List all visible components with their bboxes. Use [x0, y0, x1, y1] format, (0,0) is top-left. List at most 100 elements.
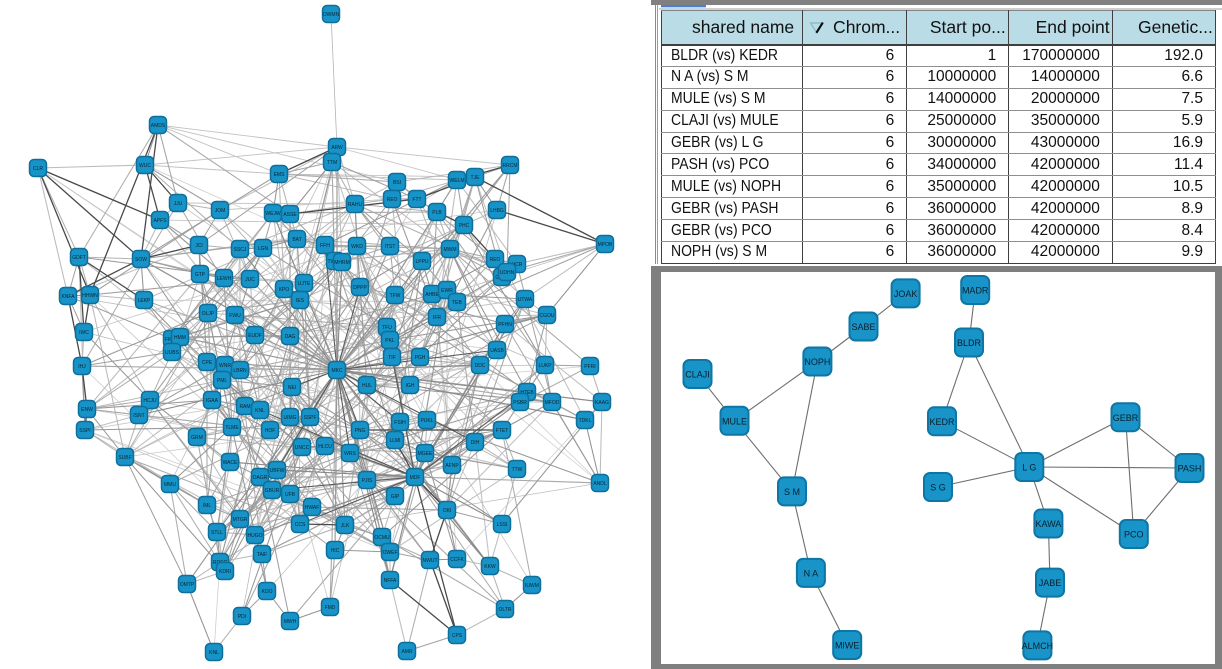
svg-text:PUKL: PUKL [420, 418, 433, 424]
svg-text:ANDL: ANDL [593, 481, 607, 487]
svg-text:GIP: GIP [391, 494, 400, 500]
svg-text:CPE: CPE [202, 360, 213, 366]
svg-text:KNL: KNL [209, 650, 219, 656]
svg-text:NOPH: NOPH [804, 357, 830, 367]
svg-text:UUBS: UUBS [165, 350, 180, 356]
svg-text:JLK: JLK [341, 523, 350, 529]
svg-text:UTWA: UTWA [518, 297, 533, 303]
svg-text:MFOD: MFOD [545, 400, 560, 406]
svg-text:UJTE: UJTE [298, 281, 311, 287]
svg-text:IGH: IGH [406, 383, 415, 389]
svg-text:LSSI: LSSI [497, 522, 508, 528]
svg-text:NEI: NEI [288, 385, 296, 391]
svg-text:GTP: GTP [195, 272, 206, 278]
svg-text:CLR: CLR [33, 166, 43, 172]
svg-text:FTT: FTT [412, 197, 421, 203]
svg-text:OMTP: OMTP [180, 582, 195, 588]
svg-text:FFH: FFH [320, 243, 330, 249]
svg-text:AHBE: AHBE [425, 292, 439, 298]
svg-text:DDC: DDC [475, 363, 486, 369]
svg-text:HCJU: HCJU [143, 398, 157, 404]
svg-text:CLAJI: CLAJI [685, 370, 710, 380]
svg-text:CGOU: CGOU [540, 313, 555, 319]
svg-text:SSCJ: SSCJ [234, 247, 247, 253]
svg-text:JUC: JUC [245, 277, 255, 283]
svg-text:TAIF: TAIF [257, 552, 267, 558]
svg-text:EWR: EWR [441, 288, 453, 294]
svg-text:NWUT: NWUT [423, 558, 438, 564]
svg-text:CCS: CCS [295, 522, 306, 528]
svg-text:EUDF: EUDF [248, 333, 262, 339]
svg-text:TFU: TFU [382, 325, 392, 331]
svg-text:IES: IES [296, 298, 305, 304]
svg-text:WELM: WELM [450, 178, 465, 184]
svg-text:KAAG: KAAG [595, 400, 609, 406]
svg-text:DIH: DIH [471, 440, 480, 446]
svg-text:FMD: FMD [325, 605, 336, 611]
svg-text:REO: REO [490, 257, 501, 263]
svg-text:AFNP: AFNP [445, 463, 459, 469]
svg-text:UASB: UASB [490, 348, 504, 354]
svg-text:KOO: KOO [261, 589, 272, 595]
svg-text:JJU: JJU [174, 201, 183, 207]
svg-text:KNL: KNL [255, 408, 265, 414]
svg-text:HHWN: HHWN [82, 293, 98, 299]
svg-text:KAWA: KAWA [1035, 519, 1061, 529]
svg-text:PML: PML [217, 378, 228, 384]
svg-text:IFR: IFR [433, 315, 441, 321]
svg-text:OAGR: OAGR [253, 475, 268, 481]
svg-text:HUL: HUL [362, 383, 372, 389]
svg-text:PFHN: PFHN [498, 322, 512, 328]
svg-text:GDFT: GDFT [72, 255, 86, 261]
svg-text:IWC: IWC [79, 330, 89, 336]
svg-text:UDHN: UDHN [500, 270, 515, 276]
svg-text:ASSE: ASSE [283, 212, 297, 218]
svg-text:TJE: TJE [471, 175, 481, 181]
svg-text:TIF: TIF [388, 355, 396, 361]
svg-text:FSIH: FSIH [394, 420, 406, 426]
svg-text:REO: REO [387, 197, 398, 203]
svg-text:JCI: JCI [195, 243, 203, 249]
svg-text:AMR: AMR [401, 649, 413, 655]
svg-text:UIMG: UIMG [283, 415, 296, 421]
svg-text:MDF: MDF [410, 475, 421, 481]
svg-text:FWU: FWU [229, 313, 241, 319]
svg-text:UFB: UFB [285, 492, 296, 498]
svg-text:LBRN: LBRN [233, 368, 247, 374]
svg-text:TDKL: TDKL [579, 418, 592, 424]
svg-text:WUC: WUC [139, 163, 151, 169]
svg-text:CPS: CPS [452, 633, 463, 639]
svg-text:HMM: HMM [174, 335, 186, 341]
svg-text:KNFA: KNFA [61, 294, 75, 300]
svg-text:SOW: SOW [135, 257, 147, 263]
svg-text:NFFA: NFFA [384, 578, 397, 584]
svg-text:BSI: BSI [393, 180, 401, 186]
svg-text:DAG: DAG [285, 334, 296, 340]
svg-text:ITST: ITST [385, 244, 396, 250]
svg-text:GRM: GRM [191, 435, 203, 441]
svg-text:UBFW: UBFW [270, 468, 285, 474]
svg-text:PNG: PNG [355, 428, 366, 434]
svg-text:HLCU: HLCU [318, 444, 332, 450]
svg-text:GBUR: GBUR [265, 488, 280, 494]
svg-text:KKW: KKW [484, 564, 496, 570]
svg-text:HUGO: HUGO [248, 533, 263, 539]
svg-text:ARW: ARW [331, 145, 343, 151]
svg-text:IHJ: IHJ [78, 364, 86, 370]
svg-text:TEB: TEB [452, 300, 462, 306]
svg-text:WRS: WRS [344, 451, 356, 457]
svg-text:OWEF: OWEF [383, 550, 398, 556]
svg-text:SSPF: SSPF [303, 415, 316, 421]
svg-text:PHC: PHC [459, 223, 470, 229]
svg-text:UNCC: UNCC [295, 445, 310, 451]
svg-text:ALMCH: ALMCH [1022, 641, 1054, 651]
svg-text:PSBR: PSBR [513, 400, 527, 406]
svg-text:PDI: PDI [238, 614, 246, 620]
svg-text:L G: L G [1022, 463, 1036, 473]
svg-text:PFRI: PFRI [584, 364, 595, 370]
svg-text:BLDR: BLDR [957, 338, 982, 348]
svg-text:PJIS: PJIS [362, 478, 373, 484]
svg-text:DPPP: DPPP [353, 285, 367, 291]
svg-text:PASH: PASH [1178, 464, 1202, 474]
svg-text:OLJP: OLJP [202, 311, 215, 317]
